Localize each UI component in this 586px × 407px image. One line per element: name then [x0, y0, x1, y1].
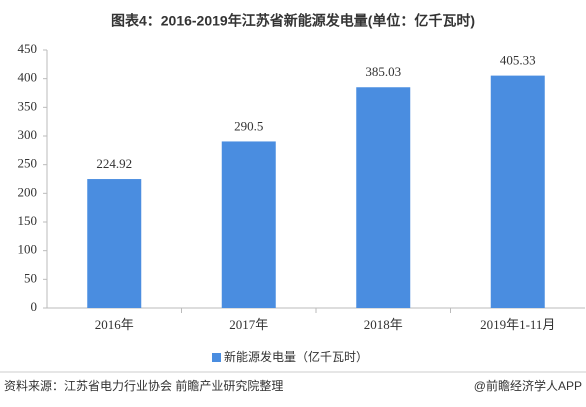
bar: [490, 75, 545, 308]
credit: @前瞻经济学人APP: [474, 378, 582, 393]
y-tick-label: 350: [18, 98, 38, 113]
value-label: 224.92: [96, 156, 132, 171]
value-label: 405.33: [500, 53, 536, 68]
y-tick-label: 250: [18, 156, 38, 171]
x-tick-label: 2017年: [229, 317, 268, 332]
chart-title: 图表4：2016-2019年江苏省新能源发电量(单位：亿千瓦时): [111, 13, 475, 29]
value-label: 290.5: [234, 118, 263, 133]
bar: [87, 179, 142, 308]
y-tick-label: 450: [18, 41, 38, 56]
y-tick-label: 0: [31, 299, 38, 314]
legend-label: 新能源发电量（亿千瓦时）: [224, 349, 368, 364]
x-tick-label: 2016年: [95, 317, 134, 332]
y-tick-label: 50: [24, 270, 37, 285]
bar: [221, 141, 276, 308]
source: 资料来源：江苏省电力行业协会 前瞻产业研究院整理: [4, 378, 283, 393]
y-tick-label: 100: [18, 242, 38, 257]
value-label: 385.03: [365, 64, 401, 79]
y-tick-label: 400: [18, 70, 38, 85]
x-tick-label: 2019年1-11月: [480, 317, 555, 332]
y-tick-label: 150: [18, 213, 38, 228]
bar: [356, 87, 411, 308]
legend-swatch: [212, 353, 221, 362]
x-tick-label: 2018年: [364, 317, 403, 332]
y-tick-label: 300: [18, 127, 38, 142]
y-tick-label: 200: [18, 184, 38, 199]
